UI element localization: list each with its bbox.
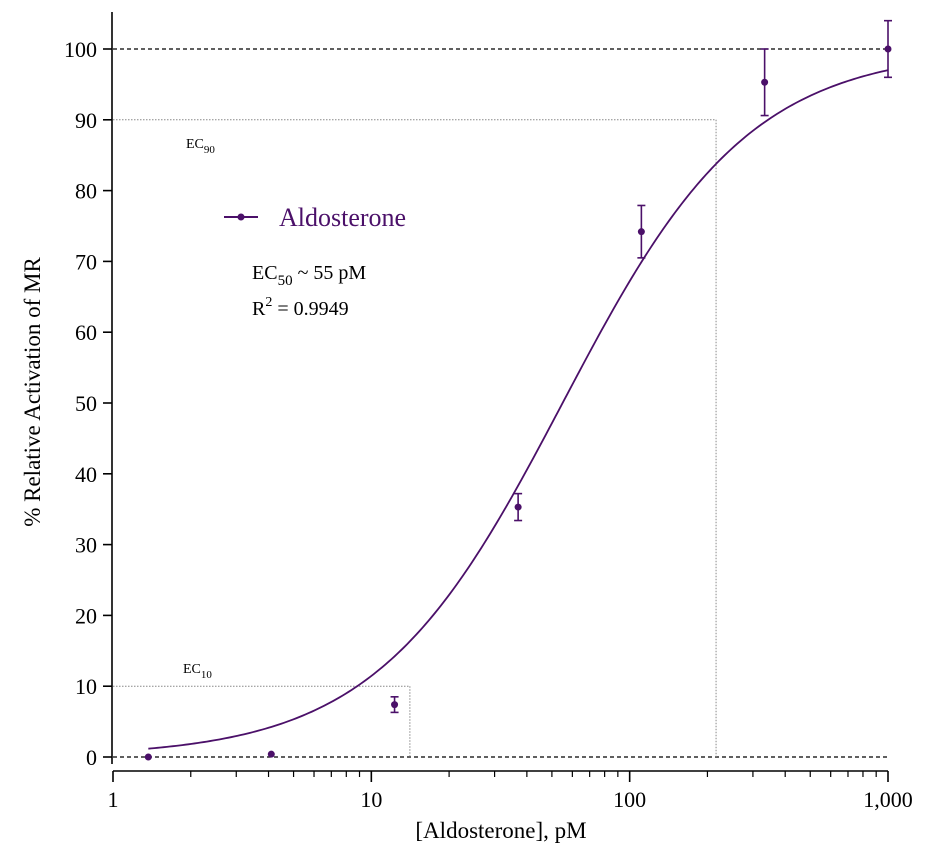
data-points	[144, 45, 892, 761]
y-tick-label: 30	[75, 533, 97, 558]
data-point	[761, 78, 769, 86]
y-tick-label: 80	[75, 179, 97, 204]
legend-label-aldosterone: Aldosterone	[279, 203, 406, 232]
r-squared-annotation: R2 = 0.9949	[252, 295, 349, 320]
ec10-subscript: 10	[201, 669, 213, 681]
error-bars	[390, 19, 892, 714]
r2-value: = 0.9949	[272, 298, 348, 320]
r2-main: R	[252, 298, 266, 320]
ec10-main: EC	[183, 662, 201, 677]
y-tick-label: 90	[75, 108, 97, 133]
data-point	[637, 228, 645, 236]
x-axis-ticks: 1 10 100 1,000	[108, 771, 913, 812]
data-point	[267, 750, 275, 758]
legend: Aldosterone	[224, 203, 406, 232]
y-axis-title: % Relative Activation of MR	[20, 257, 45, 527]
fit-curve-aldosterone	[148, 69, 889, 750]
y-tick-label: 60	[75, 320, 97, 345]
data-point	[884, 45, 892, 53]
ec10-annotation: EC10	[183, 662, 212, 681]
data-point	[514, 503, 522, 511]
x-axis-title: [Aldosterone], pM	[415, 818, 586, 843]
y-tick-label: 10	[75, 674, 97, 699]
ec50-annotation: EC50 ~ 55 pM	[252, 262, 366, 289]
x-tick-label: 1,000	[863, 787, 913, 812]
x-tick-label: 1	[108, 787, 119, 812]
y-tick-label: 100	[64, 37, 97, 62]
x-tick-label: 100	[613, 787, 646, 812]
y-tick-label: 40	[75, 462, 97, 487]
ec50-value: ~ 55 pM	[293, 262, 367, 284]
ec90-annotation: EC90	[186, 137, 215, 156]
ec50-subscript: 50	[278, 273, 293, 289]
reference-lines	[113, 48, 888, 758]
y-tick-label: 20	[75, 603, 97, 628]
ec90-subscript: 90	[204, 144, 216, 156]
x-tick-label: 10	[360, 787, 382, 812]
y-axis-ticks: 0 10 20 30 40 50 60 70 80 90 100	[64, 37, 112, 770]
y-tick-label: 0	[86, 745, 97, 770]
data-point	[391, 701, 399, 709]
ec50-main: EC	[252, 262, 278, 284]
legend-marker-symbol	[237, 213, 245, 221]
data-point	[144, 753, 152, 761]
y-tick-label: 50	[75, 391, 97, 416]
y-tick-label: 70	[75, 249, 97, 274]
r2-superscript: 2	[265, 295, 272, 310]
ec90-main: EC	[186, 137, 204, 152]
